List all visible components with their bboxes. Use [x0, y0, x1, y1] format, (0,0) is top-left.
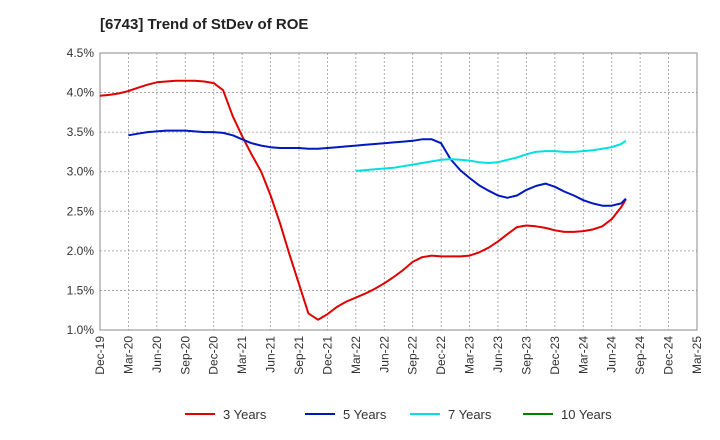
y-tick-label: 4.5%	[67, 46, 95, 60]
legend-label-3-years: 3 Years	[223, 407, 267, 422]
x-tick-label: Mar-23	[463, 336, 477, 374]
x-tick-label: Jun-23	[491, 336, 505, 373]
legend-label-10-years: 10 Years	[561, 407, 612, 422]
x-tick-label: Sep-20	[178, 336, 192, 375]
x-tick-label: Jun-21	[264, 336, 278, 373]
x-tick-label: Sep-22	[406, 336, 420, 375]
chart-title: [6743] Trend of StDev of ROE	[100, 16, 308, 33]
y-axis: 1.0% 1.5% 2.0% 2.5% 3.0% 3.5% 4.0% 4.5%	[67, 46, 95, 337]
legend: 3 Years 5 Years 7 Years 10 Years	[185, 407, 612, 422]
x-tick-label: Dec-23	[548, 336, 562, 375]
y-tick-label: 2.0%	[67, 244, 95, 258]
x-tick-label: Jun-20	[150, 336, 164, 373]
series-line-5-years	[128, 129, 627, 207]
x-tick-label: Mar-24	[576, 336, 590, 374]
x-tick-label: Sep-23	[519, 336, 533, 375]
x-tick-label: Dec-19	[93, 336, 107, 375]
x-tick-label: Sep-21	[292, 336, 306, 375]
x-tick-label: Dec-20	[207, 336, 221, 375]
y-tick-label: 4.0%	[67, 86, 95, 100]
grid	[99, 52, 698, 331]
legend-label-7-years: 7 Years	[448, 407, 492, 422]
y-tick-label: 2.5%	[67, 204, 95, 218]
x-tick-label: Dec-24	[662, 336, 676, 375]
x-tick-label: Mar-25	[690, 336, 704, 374]
x-tick-label: Dec-21	[320, 336, 334, 375]
series-line-7-years	[355, 139, 627, 172]
x-tick-label: Jun-24	[605, 336, 619, 373]
plot-area-frame	[99, 52, 698, 331]
x-axis: Dec-19 Mar-20 Jun-20 Sep-20 Dec-20 Mar-21 Jun-…	[93, 336, 704, 375]
x-tick-label: Sep-24	[633, 336, 647, 375]
x-tick-label: Jun-22	[377, 336, 391, 373]
x-tick-label: Mar-21	[235, 336, 249, 374]
y-tick-label: 3.5%	[67, 125, 95, 139]
series-lines	[99, 79, 627, 321]
series-line-3-years	[99, 79, 627, 321]
y-tick-label: 3.0%	[67, 165, 95, 179]
x-tick-label: Mar-22	[349, 336, 363, 374]
x-tick-label: Mar-20	[121, 336, 135, 374]
x-tick-label: Dec-22	[434, 336, 448, 375]
legend-label-5-years: 5 Years	[343, 407, 387, 422]
y-tick-label: 1.5%	[67, 283, 95, 297]
y-tick-label: 1.0%	[67, 323, 95, 337]
